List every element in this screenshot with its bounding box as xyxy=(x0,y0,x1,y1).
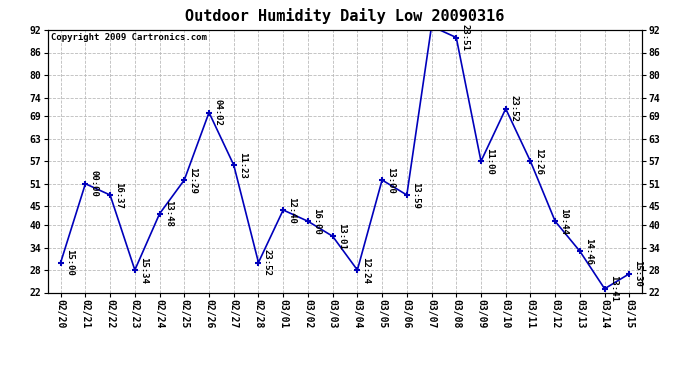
Text: 13:00: 13:00 xyxy=(386,166,395,194)
Text: Outdoor Humidity Daily Low 20090316: Outdoor Humidity Daily Low 20090316 xyxy=(186,8,504,24)
Text: 12:26: 12:26 xyxy=(535,148,544,175)
Text: 13:48: 13:48 xyxy=(164,200,172,227)
Text: 00:00: 00:00 xyxy=(0,374,1,375)
Text: 04:02: 04:02 xyxy=(213,99,222,126)
Text: Copyright 2009 Cartronics.com: Copyright 2009 Cartronics.com xyxy=(51,33,207,42)
Text: 23:52: 23:52 xyxy=(263,249,272,276)
Text: 16:00: 16:00 xyxy=(312,208,321,235)
Text: 10:44: 10:44 xyxy=(560,208,569,235)
Text: 15:00: 15:00 xyxy=(65,249,74,276)
Text: 00:00: 00:00 xyxy=(90,170,99,197)
Text: 12:29: 12:29 xyxy=(188,166,197,194)
Text: 15:34: 15:34 xyxy=(139,256,148,284)
Text: 13:59: 13:59 xyxy=(411,182,420,209)
Text: 23:52: 23:52 xyxy=(510,95,519,122)
Text: 23:51: 23:51 xyxy=(460,24,469,51)
Text: 11:00: 11:00 xyxy=(485,148,494,175)
Text: 12:24: 12:24 xyxy=(362,256,371,284)
Text: 13:01: 13:01 xyxy=(337,223,346,250)
Text: 13:41: 13:41 xyxy=(609,275,618,302)
Text: 14:46: 14:46 xyxy=(584,238,593,265)
Text: 11:23: 11:23 xyxy=(238,152,247,178)
Text: 15:30: 15:30 xyxy=(633,260,642,287)
Text: 12:40: 12:40 xyxy=(287,196,296,223)
Text: 16:37: 16:37 xyxy=(115,182,124,209)
